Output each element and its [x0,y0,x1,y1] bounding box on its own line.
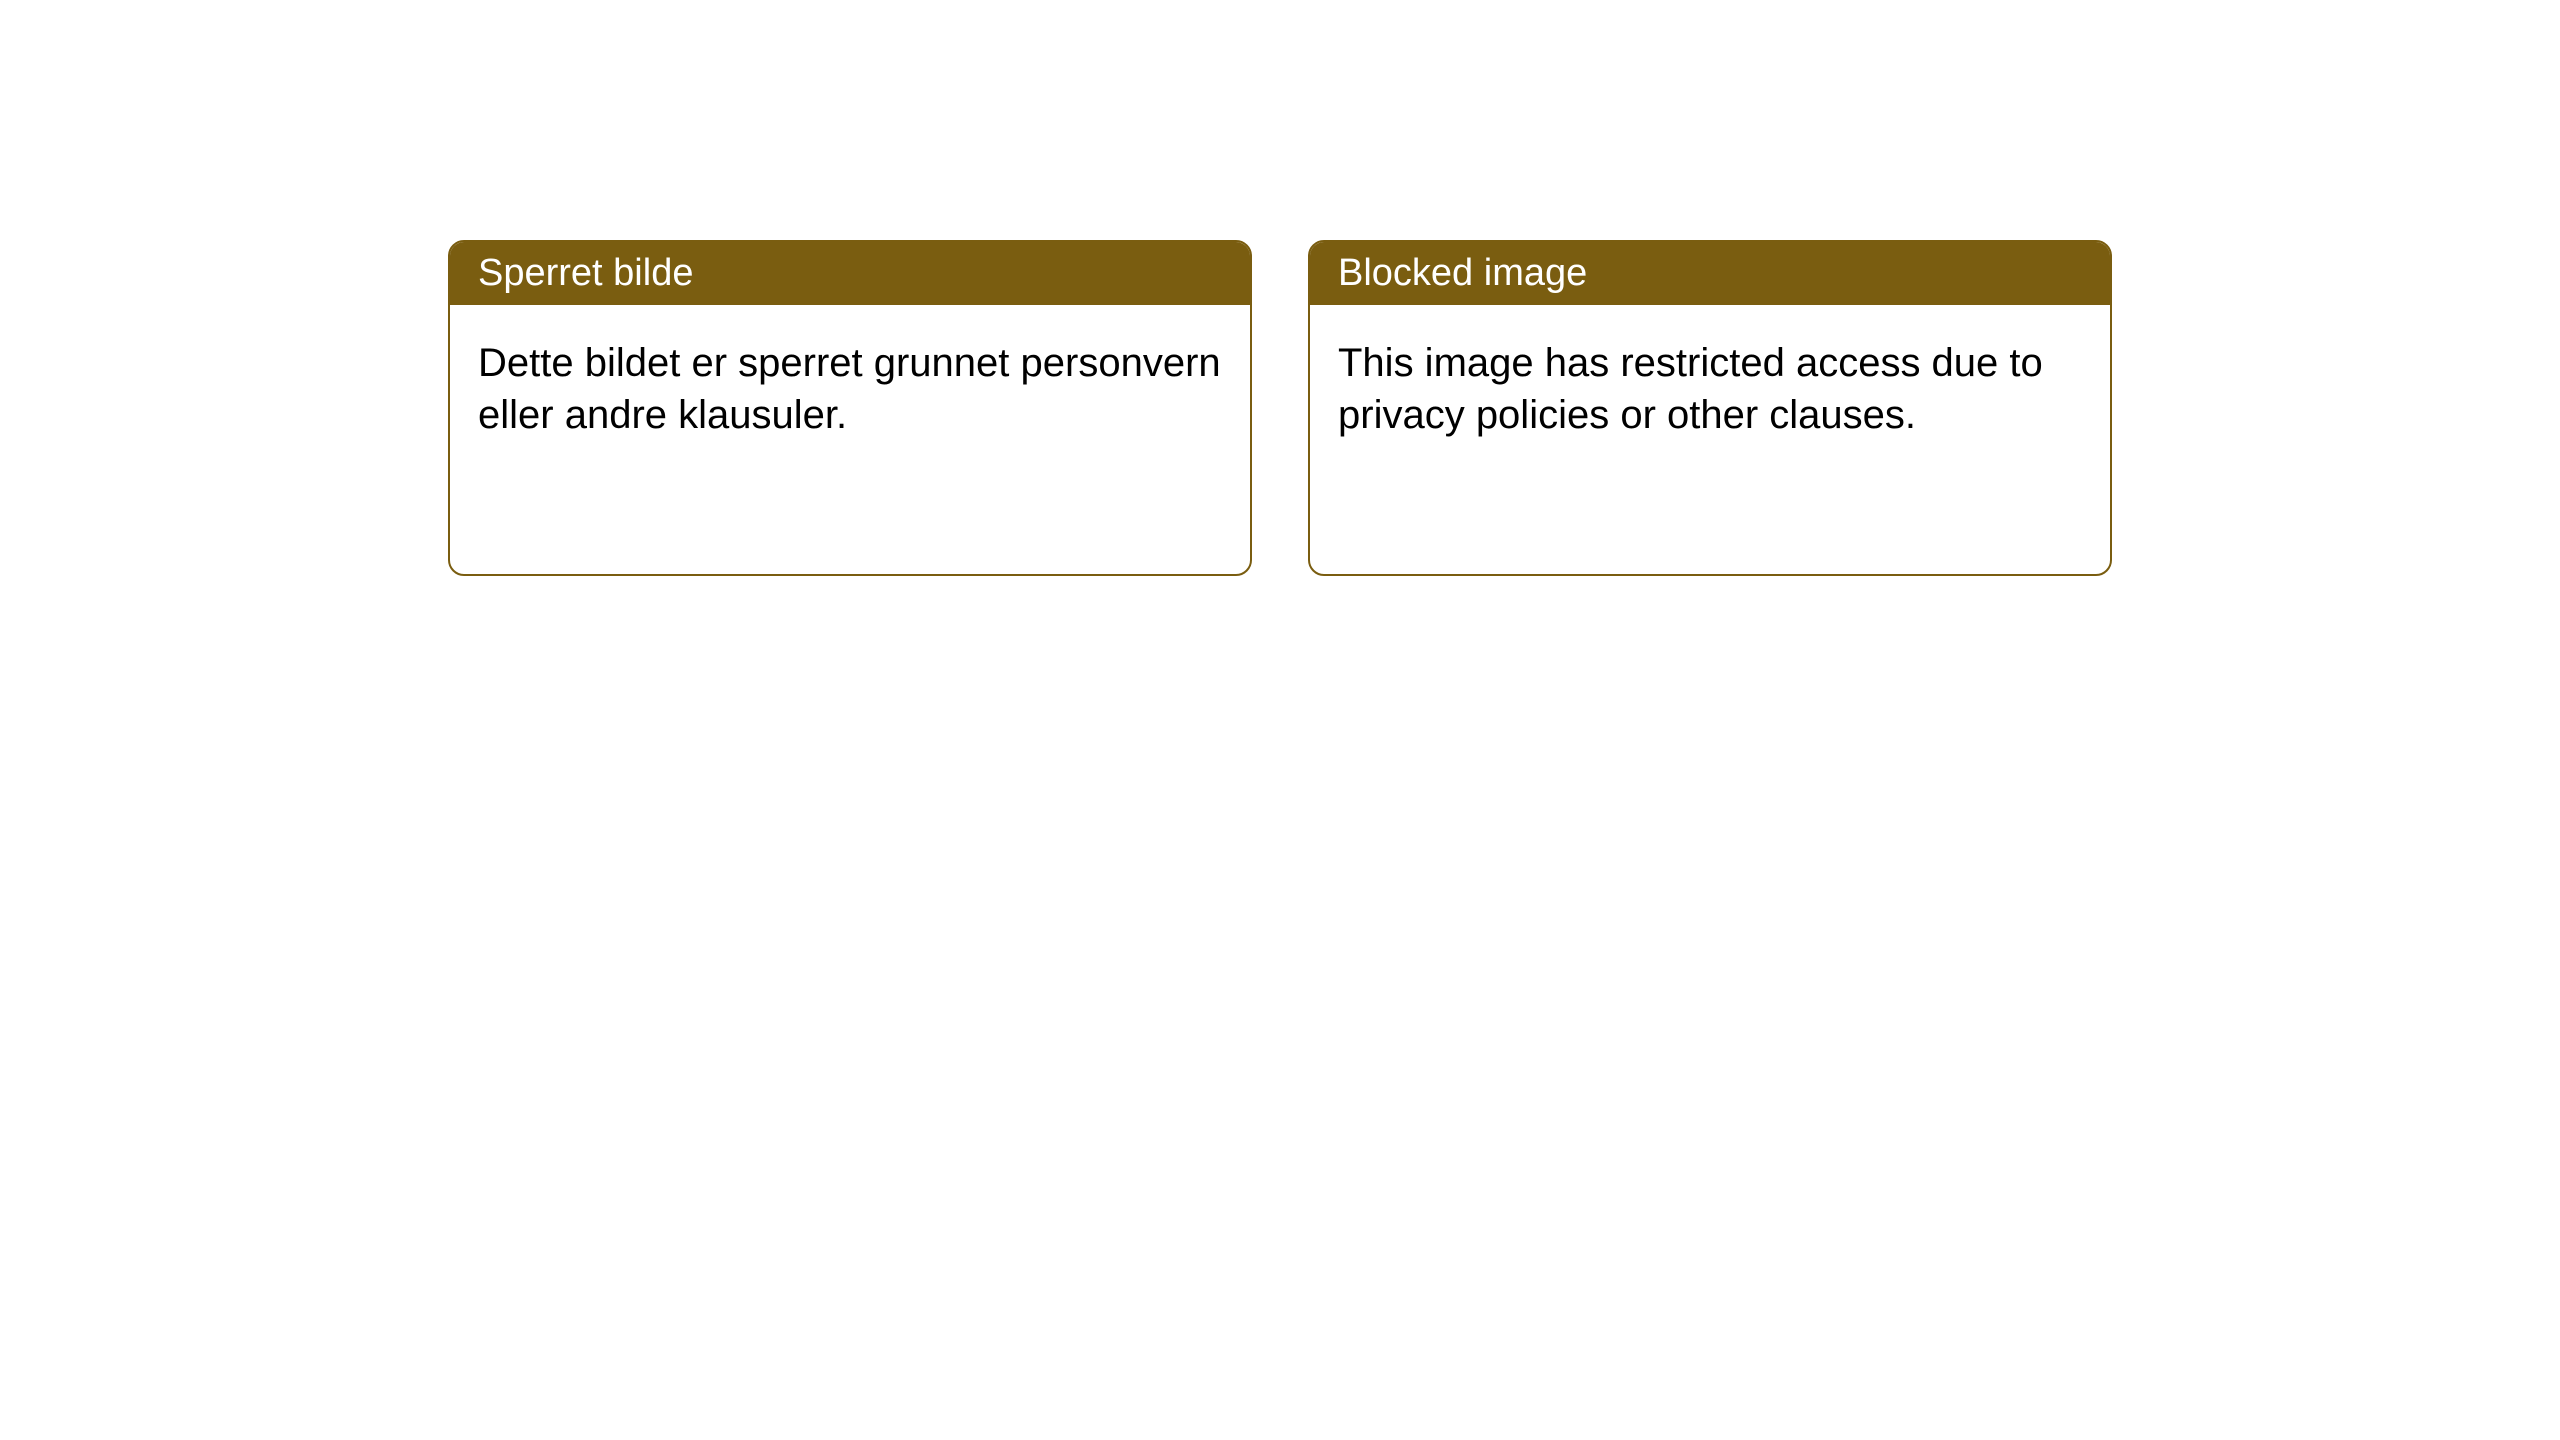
notice-container: Sperret bilde Dette bildet er sperret gr… [448,240,2112,576]
notice-header: Sperret bilde [450,242,1250,305]
notice-body-text: Dette bildet er sperret grunnet personve… [478,341,1221,437]
notice-title: Blocked image [1338,252,1587,294]
notice-body: This image has restricted access due to … [1310,305,2110,473]
notice-title: Sperret bilde [478,252,693,294]
notice-body-text: This image has restricted access due to … [1338,341,2043,437]
notice-box-english: Blocked image This image has restricted … [1308,240,2112,576]
notice-header: Blocked image [1310,242,2110,305]
notice-body: Dette bildet er sperret grunnet personve… [450,305,1250,473]
notice-box-norwegian: Sperret bilde Dette bildet er sperret gr… [448,240,1252,576]
